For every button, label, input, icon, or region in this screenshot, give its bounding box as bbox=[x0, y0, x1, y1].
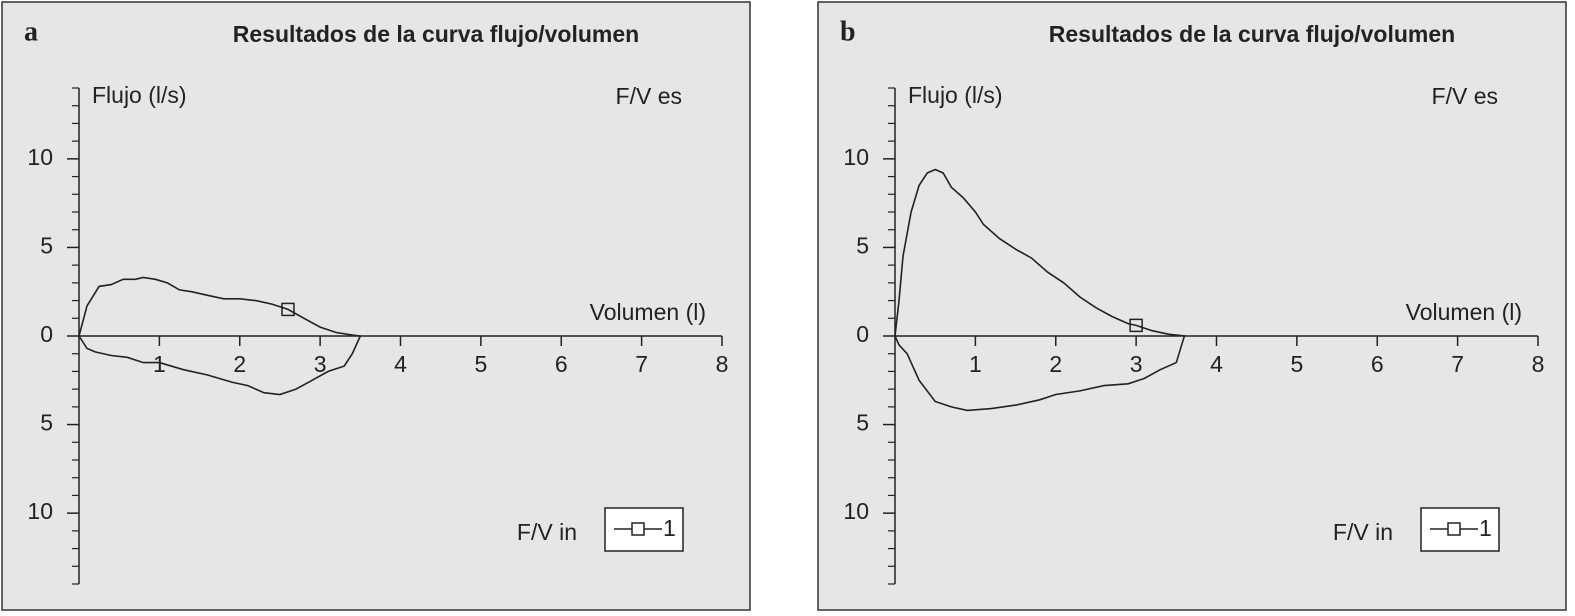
panel: b Resultados de la curva flujo/volumen105… bbox=[817, 1, 1567, 611]
x-tick-label: 8 bbox=[1532, 351, 1545, 377]
annotation: F/V in bbox=[517, 519, 577, 545]
annotation: F/V in bbox=[1333, 519, 1393, 545]
y-tick-label: 10 bbox=[843, 498, 869, 524]
x-tick-label: 5 bbox=[1290, 351, 1303, 377]
annotation: F/V es bbox=[616, 83, 682, 109]
annotation: F/V es bbox=[1432, 83, 1498, 109]
y-tick-label: 0 bbox=[40, 321, 53, 347]
legend-marker bbox=[631, 522, 645, 536]
panel-label: a bbox=[24, 16, 38, 47]
panel-label: b bbox=[840, 16, 856, 47]
x-tick-label: 3 bbox=[314, 351, 327, 377]
x-tick-label: 7 bbox=[1451, 351, 1464, 377]
x-axis-label: Volumen (l) bbox=[1406, 299, 1522, 325]
legend-marker bbox=[1447, 522, 1461, 536]
x-tick-label: 6 bbox=[555, 351, 568, 377]
legend: 1 bbox=[1420, 507, 1500, 552]
x-tick-label: 1 bbox=[969, 351, 982, 377]
curve-marker bbox=[1129, 318, 1143, 333]
flow-volume-loop bbox=[894, 168, 1186, 412]
x-tick-label: 5 bbox=[474, 351, 487, 377]
x-tick-label: 3 bbox=[1130, 351, 1143, 377]
legend-label: 1 bbox=[1479, 515, 1492, 541]
curve-marker bbox=[281, 302, 295, 317]
x-tick-label: 1 bbox=[153, 351, 166, 377]
y-tick-label: 5 bbox=[856, 410, 869, 436]
y-tick-label: 10 bbox=[843, 144, 869, 170]
chart-title: Resultados de la curva flujo/volumen bbox=[233, 21, 639, 47]
x-tick-label: 2 bbox=[1049, 351, 1062, 377]
y-axis-label: Flujo (l/s) bbox=[908, 82, 1003, 108]
y-tick-label: 10 bbox=[27, 144, 53, 170]
x-tick-label: 4 bbox=[394, 351, 407, 377]
x-tick-label: 4 bbox=[1210, 351, 1223, 377]
flow-volume-loop bbox=[78, 276, 362, 396]
y-tick-label: 10 bbox=[27, 498, 53, 524]
panel: a Resultados de la curva flujo/volumen105… bbox=[1, 1, 751, 611]
y-tick-label: 0 bbox=[856, 321, 869, 347]
legend: 1 bbox=[604, 507, 684, 552]
chart-title: Resultados de la curva flujo/volumen bbox=[1049, 21, 1455, 47]
x-tick-label: 8 bbox=[716, 351, 729, 377]
legend-label: 1 bbox=[663, 515, 676, 541]
y-tick-label: 5 bbox=[40, 233, 53, 259]
y-tick-label: 5 bbox=[40, 410, 53, 436]
x-tick-label: 6 bbox=[1371, 351, 1384, 377]
x-axis-label: Volumen (l) bbox=[590, 299, 706, 325]
x-tick-label: 2 bbox=[233, 351, 246, 377]
y-axis-label: Flujo (l/s) bbox=[92, 82, 187, 108]
y-tick-label: 5 bbox=[856, 233, 869, 259]
x-tick-label: 7 bbox=[635, 351, 648, 377]
